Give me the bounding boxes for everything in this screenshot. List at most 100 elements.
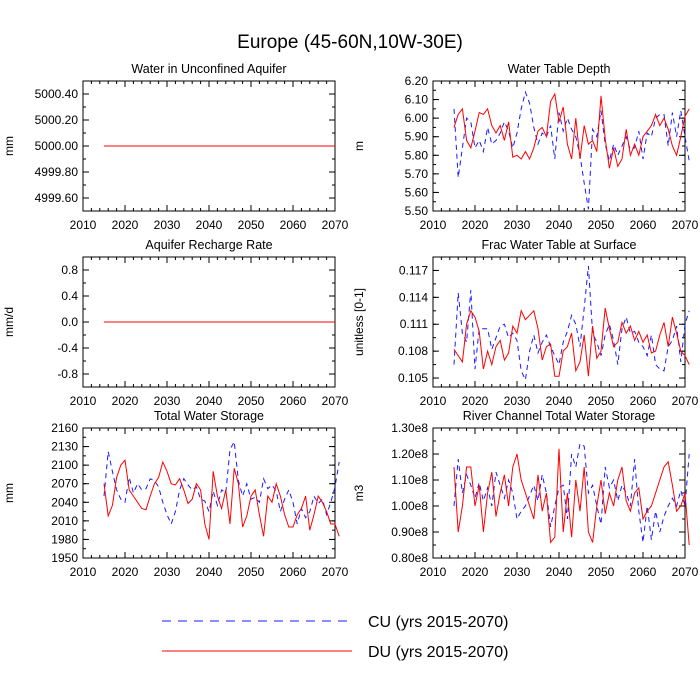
y-tick-label: 0.108 — [398, 344, 428, 358]
panel-title: Frac Water Table at Surface — [482, 238, 637, 252]
plot-frame — [432, 427, 686, 559]
series-line-cu — [453, 265, 690, 382]
series-line-du — [453, 308, 690, 377]
x-tick-label: 2010 — [420, 565, 447, 579]
y-tick-label: 0.80e8 — [391, 551, 428, 565]
x-tick-label: 2020 — [462, 218, 489, 232]
y-tick-label: 0.8 — [61, 263, 78, 277]
plot-frame — [432, 256, 686, 388]
x-tick-label: 2040 — [546, 394, 573, 408]
x-tick-label: 2020 — [462, 394, 489, 408]
panel-title: River Channel Total Water Storage — [463, 409, 656, 423]
x-tick-label: 2070 — [672, 565, 699, 579]
y-axis-label: m — [352, 141, 366, 151]
x-tick-label: 2010 — [70, 394, 97, 408]
y-tick-label: 5.80 — [405, 148, 429, 162]
y-axis-label: mm — [2, 136, 16, 156]
x-tick-label: 2060 — [630, 218, 657, 232]
x-tick-label: 2060 — [280, 565, 307, 579]
y-tick-label: 2160 — [51, 421, 78, 435]
legend-entry-du: DU (yrs 2015-2070) — [162, 644, 509, 661]
x-tick-label: 2070 — [322, 394, 349, 408]
y-tick-label: 6.00 — [405, 111, 429, 125]
x-tick-label: 2020 — [112, 218, 139, 232]
y-tick-label: 5.70 — [405, 167, 429, 181]
y-axis-label: mm — [2, 483, 16, 503]
x-tick-label: 2030 — [154, 565, 181, 579]
y-tick-label: 1.00e8 — [391, 499, 428, 513]
y-tick-label: 4999.60 — [35, 191, 79, 205]
y-tick-label: 5.50 — [405, 204, 429, 218]
panels: Water in Unconfined Aquifer mm 2010 2020 203… — [2, 62, 699, 579]
y-tick-label: 1.10e8 — [391, 473, 428, 487]
x-tick-label: 2060 — [280, 218, 307, 232]
panel-title: Water in Unconfined Aquifer — [131, 62, 286, 76]
figure-title: Europe (45-60N,10W-30E) — [237, 32, 463, 53]
panel-title: Water Table Depth — [508, 62, 611, 76]
y-tick-label: -0.4 — [57, 341, 78, 355]
y-axis-label: mm/d — [2, 307, 16, 337]
x-tick-label: 2020 — [112, 565, 139, 579]
x-tick-label: 2040 — [546, 565, 573, 579]
panel-aquifer-recharge-rate: Aquifer Recharge Rate mm/d 2010 2020 2030 204… — [2, 238, 349, 408]
panel-total-water-storage: Total Water Storage mm 2010 2020 2030 2040 205… — [2, 409, 349, 579]
x-tick-label: 2020 — [112, 394, 139, 408]
x-tick-label: 2030 — [504, 565, 531, 579]
x-tick-label: 2040 — [196, 394, 223, 408]
y-tick-label: 0.0 — [61, 315, 78, 329]
y-tick-label: 2010 — [51, 514, 78, 528]
x-tick-label: 2040 — [546, 218, 573, 232]
series-line-cu — [453, 442, 690, 543]
y-tick-label: 6.20 — [405, 74, 429, 88]
series-line-cu — [103, 439, 340, 526]
y-tick-label: 0.117 — [399, 263, 428, 277]
x-tick-label: 2050 — [588, 394, 615, 408]
x-tick-label: 2050 — [238, 218, 265, 232]
legend-label-cu: CU (yrs 2015-2070) — [368, 614, 509, 631]
y-tick-label: 0.111 — [400, 317, 429, 331]
x-tick-label: 2050 — [238, 565, 265, 579]
x-tick-label: 2060 — [630, 394, 657, 408]
y-tick-label: 2040 — [51, 495, 78, 509]
x-tick-label: 2060 — [630, 565, 657, 579]
x-tick-label: 2030 — [504, 218, 531, 232]
x-tick-label: 2050 — [588, 218, 615, 232]
y-tick-label: 1.30e8 — [391, 421, 428, 435]
y-axis-label: m3 — [352, 484, 366, 501]
y-tick-label: 5000.00 — [35, 139, 79, 153]
x-tick-label: 2050 — [238, 394, 265, 408]
legend-label-du: DU (yrs 2015-2070) — [368, 644, 509, 661]
x-tick-label: 2050 — [588, 565, 615, 579]
x-tick-label: 2070 — [322, 218, 349, 232]
panel-water-in-unconfined-aquifer: Water in Unconfined Aquifer mm 2010 2020 203… — [2, 62, 349, 232]
y-tick-label: 1980 — [51, 532, 78, 546]
series-line-du — [103, 459, 340, 540]
y-tick-label: 0.105 — [398, 371, 428, 385]
y-tick-label: 2070 — [51, 477, 78, 491]
y-tick-label: 0.4 — [61, 289, 78, 303]
y-tick-label: 5.90 — [405, 130, 429, 144]
x-tick-label: 2010 — [420, 218, 447, 232]
x-tick-label: 2030 — [504, 394, 531, 408]
legend: CU (yrs 2015-2070) DU (yrs 2015-2070) — [162, 614, 509, 661]
x-tick-label: 2070 — [672, 218, 699, 232]
y-tick-label: 1.20e8 — [391, 447, 428, 461]
y-tick-label: 1950 — [51, 551, 78, 565]
panel-river-channel-total-water-storage: River Channel Total Water Storage m3 2010 2… — [352, 409, 699, 579]
x-tick-label: 2020 — [462, 565, 489, 579]
series-line-du — [453, 92, 690, 169]
y-axis-label: unitless [0-1] — [352, 288, 366, 356]
series-line-cu — [453, 90, 690, 210]
y-tick-label: 6.10 — [405, 93, 429, 107]
x-tick-label: 2030 — [154, 218, 181, 232]
y-tick-label: 2100 — [51, 458, 78, 472]
y-tick-label: 0.114 — [399, 290, 428, 304]
x-tick-label: 2010 — [70, 565, 97, 579]
x-tick-label: 2010 — [70, 218, 97, 232]
y-tick-label: 2130 — [51, 440, 78, 454]
y-tick-label: 4999.80 — [35, 165, 79, 179]
panel-frac-water-table-at-surface: Frac Water Table at Surface unitless [0-1… — [352, 238, 699, 408]
x-tick-label: 2010 — [420, 394, 447, 408]
panel-water-table-depth: Water Table Depth m 2010 2020 2030 2040 2050 20… — [352, 62, 699, 232]
